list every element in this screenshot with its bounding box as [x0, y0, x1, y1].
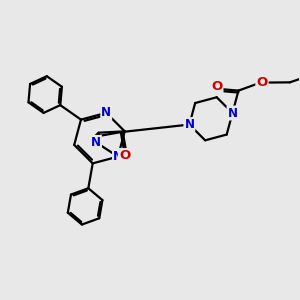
- Text: O: O: [211, 80, 223, 93]
- Text: N: N: [91, 136, 101, 149]
- Text: O: O: [256, 76, 268, 89]
- Text: N: N: [227, 106, 238, 119]
- Text: N: N: [101, 106, 111, 119]
- Text: O: O: [119, 149, 130, 162]
- Text: N: N: [113, 150, 123, 163]
- Text: N: N: [184, 118, 194, 131]
